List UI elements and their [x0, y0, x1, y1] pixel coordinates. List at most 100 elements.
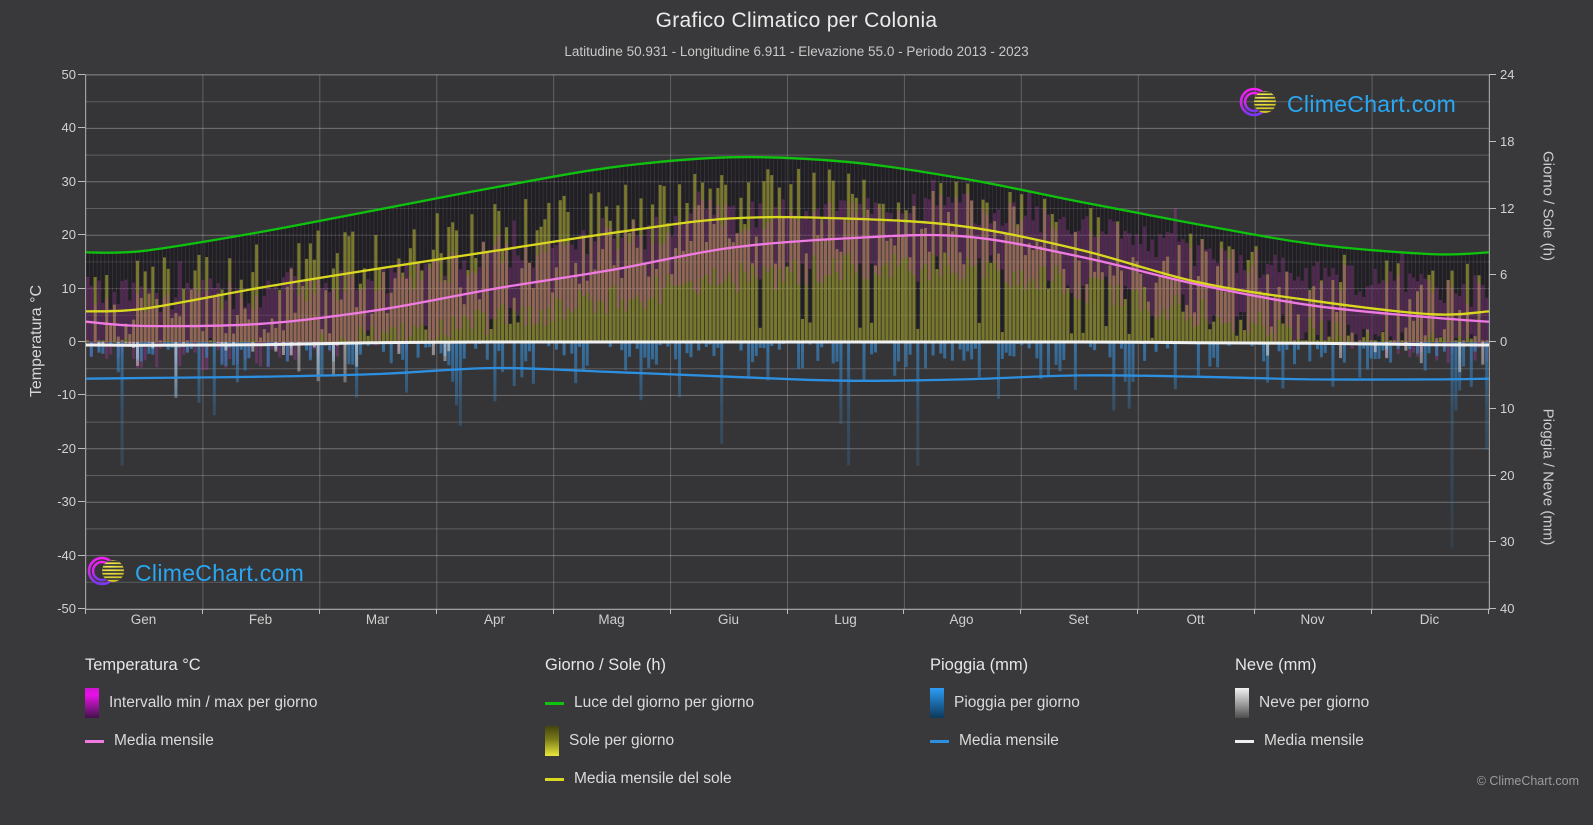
- daylight-line-swatch: [545, 701, 564, 705]
- x-axis-tick: [202, 609, 203, 614]
- right-bottom-axis-tick: [1489, 475, 1496, 476]
- left-axis-tick: [78, 181, 85, 182]
- legend-item-label: Media mensile del sole: [574, 770, 732, 787]
- x-axis-tick: [319, 609, 320, 614]
- left-axis-tick-label: 0: [68, 334, 76, 349]
- legend-item-label: Media mensile: [959, 732, 1059, 749]
- right-bottom-axis-tick-label: 40: [1500, 601, 1515, 616]
- x-axis-tick: [1137, 609, 1138, 614]
- climechart-icon: [1238, 82, 1282, 127]
- month-label: Gen: [130, 612, 157, 627]
- legend-item: Media mensile: [1235, 722, 1369, 760]
- x-axis-tick: [903, 609, 904, 614]
- left-axis-tick-label: 30: [61, 174, 76, 189]
- right-top-axis-tick: [1489, 74, 1496, 75]
- climechart-logo-text: ClimeChart.com: [1287, 91, 1457, 117]
- month-label: Lug: [834, 612, 857, 627]
- right-bottom-axis-tick-label: 20: [1500, 468, 1515, 483]
- month-label: Giu: [717, 612, 739, 627]
- legend-item-label: Media mensile: [1264, 732, 1364, 749]
- right-bottom-axis-tick: [1489, 541, 1496, 542]
- right-bottom-axis-tick: [1489, 608, 1496, 609]
- climechart-icon: [86, 551, 130, 596]
- climechart-logo-bottom-left[interactable]: ClimeChart.com: [86, 551, 304, 596]
- left-axis-tick-label: -30: [57, 494, 76, 509]
- x-axis-tick: [1254, 609, 1255, 614]
- legend-item: Luce del giorno per giorno: [545, 684, 754, 722]
- month-label: Set: [1068, 612, 1089, 627]
- climechart-logo-top-right[interactable]: ClimeChart.com: [1238, 82, 1456, 127]
- legend-group-rain: Pioggia (mm) Pioggia per giorno Media me…: [930, 646, 1080, 760]
- legend-group-title: Temperatura °C: [85, 655, 201, 674]
- left-axis-tick-label: -50: [57, 601, 76, 616]
- snow-bars-swatch: [1235, 688, 1249, 718]
- month-label: Ott: [1186, 612, 1205, 627]
- left-axis-tick: [78, 288, 85, 289]
- right-top-axis-tick-label: 24: [1500, 67, 1515, 82]
- x-axis-tick: [787, 609, 788, 614]
- right-top-axis-tick: [1489, 274, 1496, 275]
- left-axis-tick: [78, 501, 85, 502]
- left-axis-tick-label: 10: [61, 281, 76, 296]
- x-axis-tick: [1020, 609, 1021, 614]
- right-top-axis-tick-label: 0: [1500, 334, 1508, 349]
- legend-group-snow: Neve (mm) Neve per giorno Media mensile: [1235, 646, 1369, 760]
- legend-group-title: Giorno / Sole (h): [545, 655, 667, 674]
- left-axis-tick: [78, 608, 85, 609]
- x-axis-tick: [670, 609, 671, 614]
- temp-range-swatch: [85, 688, 99, 718]
- month-label: Dic: [1419, 612, 1440, 627]
- month-label: Ago: [949, 612, 974, 627]
- climechart-icon-svg: [87, 556, 124, 586]
- right-top-axis-tick-label: 6: [1500, 267, 1508, 282]
- right-top-axis-tick: [1489, 208, 1496, 209]
- legend-item: Media mensile: [930, 722, 1080, 760]
- rain-mean-line-swatch: [930, 739, 949, 743]
- legend-item-label: Neve per giorno: [1259, 694, 1370, 711]
- sun-mean-line-swatch: [545, 777, 564, 781]
- legend-item: Intervallo min / max per giorno: [85, 684, 317, 722]
- left-axis-tick: [78, 394, 85, 395]
- left-axis-tick-label: -40: [57, 548, 76, 563]
- x-axis-tick: [553, 609, 554, 614]
- month-label: Nov: [1300, 612, 1325, 627]
- x-axis-tick: [85, 609, 86, 614]
- month-label: Mag: [598, 612, 625, 627]
- climechart-icon-svg: [1239, 87, 1276, 117]
- copyright-text: © ClimeChart.com: [1476, 774, 1579, 788]
- legend-group-day-sun: Giorno / Sole (h) Luce del giorno per gi…: [545, 646, 754, 798]
- left-axis-tick-label: -20: [57, 441, 76, 456]
- left-axis-tick-label: 20: [61, 227, 76, 242]
- month-label: Mar: [365, 612, 390, 627]
- x-axis-tick: [436, 609, 437, 614]
- legend-item: Media mensile del sole: [545, 760, 754, 798]
- legend-item-label: Luce del giorno per giorno: [574, 694, 755, 711]
- right-top-axis-tick: [1489, 341, 1496, 342]
- legend-item: Neve per giorno: [1235, 684, 1369, 722]
- right-top-axis-tick: [1489, 141, 1496, 142]
- sun-bars-swatch: [545, 726, 559, 756]
- legend-group-title: Pioggia (mm): [930, 655, 1029, 674]
- legend-group-temperature: Temperatura °C Intervallo min / max per …: [85, 646, 317, 760]
- month-label: Feb: [248, 612, 273, 627]
- legend-item: Sole per giorno: [545, 722, 754, 760]
- rain-bars-swatch: [930, 688, 944, 718]
- climechart-logo-text: ClimeChart.com: [135, 560, 305, 586]
- temp-mean-line-swatch: [85, 739, 104, 743]
- page-title: Grafico Climatico per Colonia: [655, 9, 938, 32]
- right-bottom-axis-tick: [1489, 408, 1496, 409]
- legend-item-label: Media mensile: [114, 732, 214, 749]
- left-axis-tick: [78, 555, 85, 556]
- page-subtitle: Latitudine 50.931 - Longitudine 6.911 - …: [564, 44, 1029, 59]
- right-bottom-axis-tick-label: 10: [1500, 401, 1515, 416]
- left-axis-tick-label: 40: [61, 120, 76, 135]
- right-top-axis-tick-label: 12: [1500, 201, 1515, 216]
- left-axis-tick: [78, 341, 85, 342]
- climate-chart-svg: [86, 75, 1489, 609]
- legend-group-title: Neve (mm): [1235, 655, 1317, 674]
- legend-item-label: Pioggia per giorno: [954, 694, 1080, 711]
- left-axis-tick-label: -10: [57, 387, 76, 402]
- left-axis-tick: [78, 448, 85, 449]
- right-bottom-axis-tick-label: 30: [1500, 534, 1515, 549]
